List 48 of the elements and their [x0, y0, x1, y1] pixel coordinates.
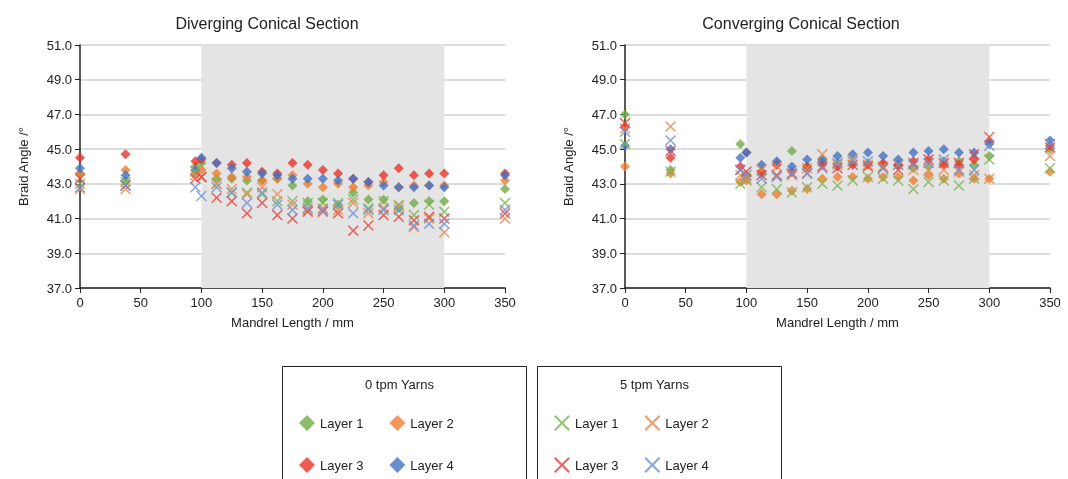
legend-label: Layer 3 — [320, 457, 364, 473]
y-tick-label: 41.0 — [46, 211, 72, 227]
y-tick-label: 51.0 — [591, 37, 617, 53]
chart-title: Diverging Conical Section — [175, 14, 359, 32]
x-tick-label: 100 — [735, 295, 758, 310]
y-tick-label: 37.0 — [46, 280, 72, 296]
y-tick-label: 45.0 — [46, 141, 72, 157]
legend-label: Layer 1 — [320, 415, 364, 431]
y-tick-label: 39.0 — [46, 245, 72, 261]
y-tick-label: 45.0 — [591, 141, 617, 157]
legend-title: 0 tpm Yarns — [365, 377, 435, 392]
y-tick-label: 43.0 — [591, 176, 617, 192]
y-tick-label: 47.0 — [46, 106, 72, 122]
legend-label: Layer 4 — [665, 457, 709, 473]
y-tick-label: 47.0 — [591, 106, 617, 122]
x-axis-title: Mandrel Length / mm — [776, 315, 899, 330]
legend-label: Layer 2 — [410, 415, 454, 431]
legend-label: Layer 2 — [665, 415, 709, 431]
legend-label: Layer 3 — [575, 457, 619, 473]
x-tick-label: 100 — [190, 295, 213, 310]
x-tick-label: 0 — [621, 295, 629, 310]
x-tick-label: 300 — [433, 295, 456, 310]
y-tick-label: 41.0 — [591, 211, 617, 227]
x-tick-label: 50 — [133, 295, 148, 310]
y-tick-label: 39.0 — [591, 245, 617, 261]
y-tick-label: 37.0 — [591, 280, 617, 296]
y-tick-label: 43.0 — [46, 176, 72, 192]
y-tick-label: 51.0 — [46, 37, 72, 53]
x-tick-label: 250 — [372, 295, 395, 310]
y-tick-label: 49.0 — [591, 72, 617, 88]
legend-title: 5 tpm Yarns — [620, 377, 690, 392]
x-tick-label: 200 — [857, 295, 879, 310]
x-tick-label: 150 — [796, 295, 818, 310]
x-tick-label: 150 — [251, 295, 273, 310]
legend-label: Layer 4 — [410, 457, 454, 473]
x-tick-label: 300 — [978, 295, 1001, 310]
chart-title: Converging Conical Section — [702, 14, 900, 32]
y-axis-title: Braid Angle /° — [16, 127, 31, 206]
x-tick-label: 350 — [494, 295, 516, 310]
legend-label: Layer 1 — [575, 415, 619, 431]
x-tick-label: 0 — [76, 295, 84, 310]
x-tick-label: 50 — [678, 295, 693, 310]
y-tick-label: 49.0 — [46, 72, 72, 88]
x-tick-label: 250 — [917, 295, 940, 310]
x-axis-title: Mandrel Length / mm — [231, 315, 354, 330]
y-axis-title: Braid Angle /° — [561, 127, 576, 206]
x-tick-label: 350 — [1039, 295, 1061, 310]
x-tick-label: 200 — [312, 295, 334, 310]
